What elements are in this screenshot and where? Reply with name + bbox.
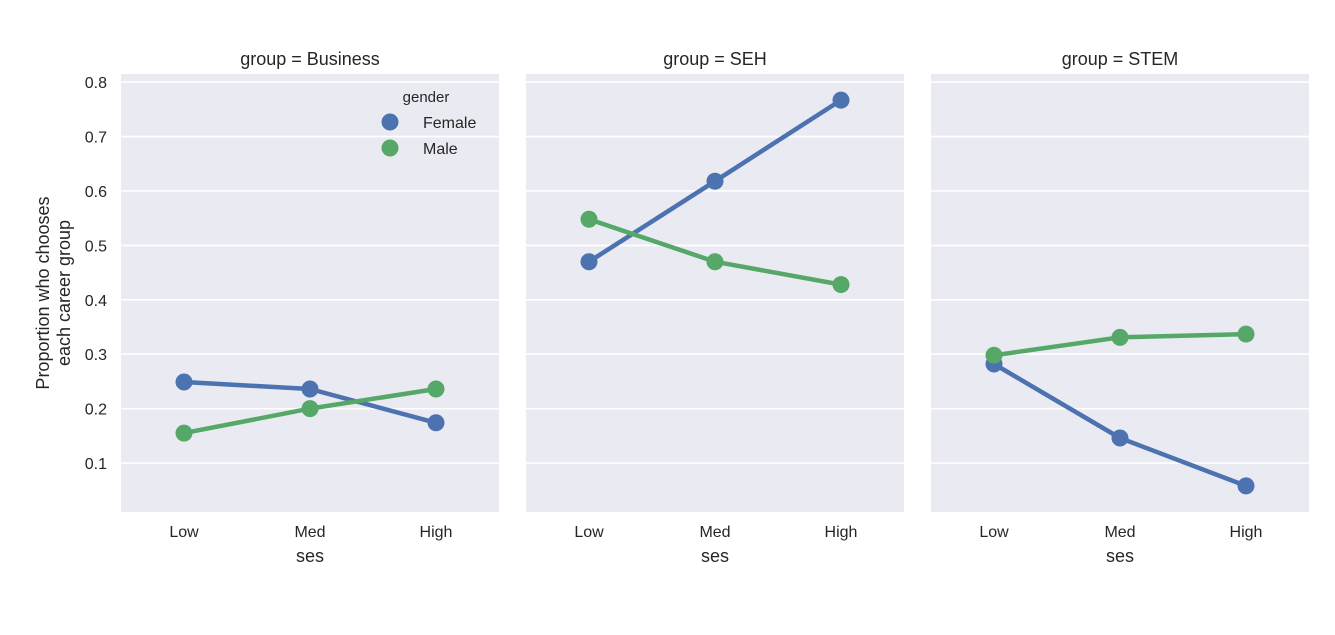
x-axis-label: ses [296,546,324,566]
x-tick-label: Med [1104,524,1135,541]
data-point-female [1111,429,1129,447]
y-tick-label: 0.7 [85,130,107,147]
x-axis-label: ses [1106,546,1134,566]
data-point-male [1237,325,1255,343]
x-tick-label: Low [574,524,604,541]
x-tick-label: Med [294,524,325,541]
panel-1: 0.1 0.2 0.3 0.4 0.5 0.6 0.7 0.8 Low Med High ses gro… [85,49,499,566]
data-point-male [706,253,724,271]
data-point-male [832,276,850,294]
data-point-female [580,253,598,271]
x-tick-label: Med [699,524,730,541]
data-point-male [175,424,193,442]
y-tick-label: 0.4 [85,293,107,310]
y-axis-label-line-2: each career group [54,220,74,366]
data-point-female [706,172,724,190]
x-axis-label: ses [701,546,729,566]
panel-background [526,74,904,512]
x-tick-label: High [420,524,453,541]
y-tick-label: 0.8 [85,75,107,92]
x-tick-label: Low [169,524,199,541]
data-point-female [427,414,445,432]
panel-title: group = SEH [663,49,767,69]
data-point-female [301,380,319,398]
axis-labels: Proportion who chooses each career group [33,196,74,389]
legend-label-male: Male [423,141,458,158]
y-tick-label: 0.5 [85,238,107,255]
y-tick-label: 0.6 [85,184,107,201]
y-tick-label: 0.1 [85,456,107,473]
x-tick-label: Low [979,524,1009,541]
data-point-male [985,346,1003,364]
legend-label-female: Female [423,115,476,132]
panel-3: Low Med High ses group = STEM [931,49,1309,566]
legend-title: gender [403,89,450,106]
legend-marker-female [381,113,399,131]
data-point-male [1111,328,1129,346]
data-point-male [580,210,598,228]
y-axis-label-line-1: Proportion who chooses [33,196,53,389]
panel-background [121,74,499,512]
data-point-female [1237,477,1255,495]
x-tick-label: High [1230,524,1263,541]
data-point-female [832,91,850,109]
legend-marker-male [381,139,399,157]
data-point-female [175,373,193,391]
data-point-male [301,400,319,418]
panel-2: Low Med High ses group = SEH [526,49,904,566]
panel-title: group = Business [240,49,380,69]
y-tick-label: 0.3 [85,347,107,364]
panel-title: group = STEM [1062,49,1179,69]
panels: 0.1 0.2 0.3 0.4 0.5 0.6 0.7 0.8 Low Med High ses gro… [85,49,1309,566]
legend: gender Female Male [381,89,476,158]
y-tick-label: 0.2 [85,402,107,419]
data-point-male [427,380,445,398]
x-tick-label: High [825,524,858,541]
